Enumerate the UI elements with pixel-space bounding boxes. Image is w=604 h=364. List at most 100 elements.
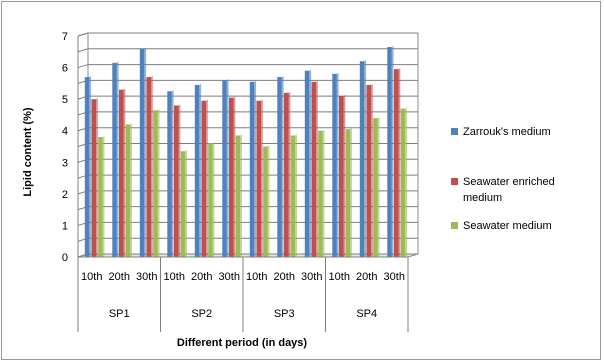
bar bbox=[153, 110, 158, 257]
bar bbox=[195, 85, 200, 257]
bar bbox=[312, 82, 317, 257]
x-tick-label: 10th bbox=[164, 271, 185, 283]
legend-label: medium bbox=[463, 192, 502, 204]
bar-side bbox=[206, 100, 208, 257]
bar bbox=[291, 135, 296, 257]
bar-side bbox=[344, 95, 346, 257]
y-tick-label: 5 bbox=[62, 94, 68, 106]
bar-side bbox=[316, 81, 318, 257]
bar bbox=[387, 47, 392, 257]
bar bbox=[174, 105, 179, 257]
bar-side bbox=[96, 98, 98, 257]
bar bbox=[332, 74, 337, 257]
y-tick-label: 1 bbox=[62, 220, 68, 232]
bar bbox=[284, 93, 289, 257]
group-label: SP1 bbox=[109, 308, 130, 320]
y-tick-label: 7 bbox=[62, 31, 68, 43]
gridline bbox=[78, 49, 418, 52]
bar bbox=[98, 137, 103, 257]
bar-side bbox=[234, 96, 236, 257]
bar bbox=[373, 118, 378, 257]
bar-side bbox=[261, 100, 263, 257]
bar-side bbox=[350, 128, 352, 257]
bar-side bbox=[199, 84, 201, 257]
bar bbox=[140, 49, 145, 257]
x-tick-label: 10th bbox=[329, 271, 350, 283]
x-tick-label: 30th bbox=[301, 271, 322, 283]
bar-side bbox=[144, 47, 146, 257]
bar bbox=[257, 101, 262, 257]
bar-side bbox=[337, 73, 339, 257]
bar bbox=[208, 143, 213, 257]
bar bbox=[126, 124, 131, 257]
bar bbox=[147, 77, 152, 257]
bar bbox=[394, 69, 399, 257]
y-axis-title: Lipid content (%) bbox=[22, 107, 34, 197]
bar-side bbox=[158, 109, 160, 257]
bar bbox=[167, 91, 172, 257]
x-tick-label: 20th bbox=[191, 271, 212, 283]
gridline bbox=[78, 65, 418, 68]
bar bbox=[250, 82, 255, 257]
tick-labels: 0 1 2 3 4 5 6 7 bbox=[62, 31, 68, 264]
bar bbox=[318, 131, 323, 257]
bar-side bbox=[399, 68, 401, 257]
bar-side bbox=[172, 90, 174, 257]
legend-label: Seawater medium bbox=[463, 220, 552, 232]
x-tick-label: 20th bbox=[109, 271, 130, 283]
y-tick-label: 2 bbox=[62, 189, 68, 201]
bar-side bbox=[130, 123, 132, 257]
bar-side bbox=[289, 92, 291, 257]
x-axis-title: Different period (in days) bbox=[177, 337, 308, 349]
bar bbox=[229, 98, 234, 257]
bar bbox=[277, 77, 282, 257]
gridline bbox=[78, 33, 418, 36]
bar bbox=[367, 85, 372, 257]
bar-side bbox=[213, 142, 215, 257]
bar bbox=[263, 147, 268, 258]
x-tick-label: 20th bbox=[356, 271, 377, 283]
bar bbox=[112, 63, 117, 257]
bar bbox=[181, 151, 186, 257]
legend-label: Seawater enriched bbox=[463, 176, 555, 188]
legend-swatch bbox=[451, 178, 458, 185]
bar-side bbox=[124, 88, 126, 257]
bar-side bbox=[405, 107, 407, 257]
bar-side bbox=[89, 76, 91, 257]
bar bbox=[92, 99, 97, 257]
bar-side bbox=[103, 136, 105, 257]
bar-side bbox=[227, 79, 229, 257]
group-label: SP2 bbox=[191, 308, 212, 320]
legend-swatch bbox=[451, 222, 458, 229]
x-tick-label: 30th bbox=[384, 271, 405, 283]
x-tick-label: 30th bbox=[219, 271, 240, 283]
category-table: 10th 20th 30th SP1 10th 20th 30th SP2 10th 20th 30… bbox=[78, 257, 408, 332]
y-tick-label: 6 bbox=[62, 63, 68, 75]
bar bbox=[236, 135, 241, 257]
bar-side bbox=[240, 134, 242, 257]
bar-side bbox=[323, 130, 325, 257]
bar-side bbox=[295, 134, 297, 257]
bar bbox=[360, 61, 365, 257]
bar-side bbox=[364, 60, 366, 257]
bar bbox=[401, 109, 406, 257]
bar-side bbox=[282, 76, 284, 257]
y-tick-label: 3 bbox=[62, 157, 68, 169]
x-tick-label: 30th bbox=[136, 271, 157, 283]
bar bbox=[85, 77, 90, 257]
bar-side bbox=[392, 46, 394, 257]
gridline bbox=[78, 80, 418, 83]
bar-side bbox=[268, 145, 270, 257]
bar bbox=[305, 71, 310, 257]
bars bbox=[85, 46, 407, 257]
y-tick-label: 0 bbox=[62, 252, 68, 264]
legend: Zarrouk's medium Seawater enriched medium S… bbox=[451, 126, 555, 232]
legend-label: Zarrouk's medium bbox=[463, 126, 551, 138]
bar-side bbox=[254, 81, 256, 257]
x-tick-label: 10th bbox=[246, 271, 267, 283]
bar-side bbox=[185, 150, 187, 257]
y-tick-label: 4 bbox=[62, 126, 68, 138]
bar-side bbox=[151, 76, 153, 257]
